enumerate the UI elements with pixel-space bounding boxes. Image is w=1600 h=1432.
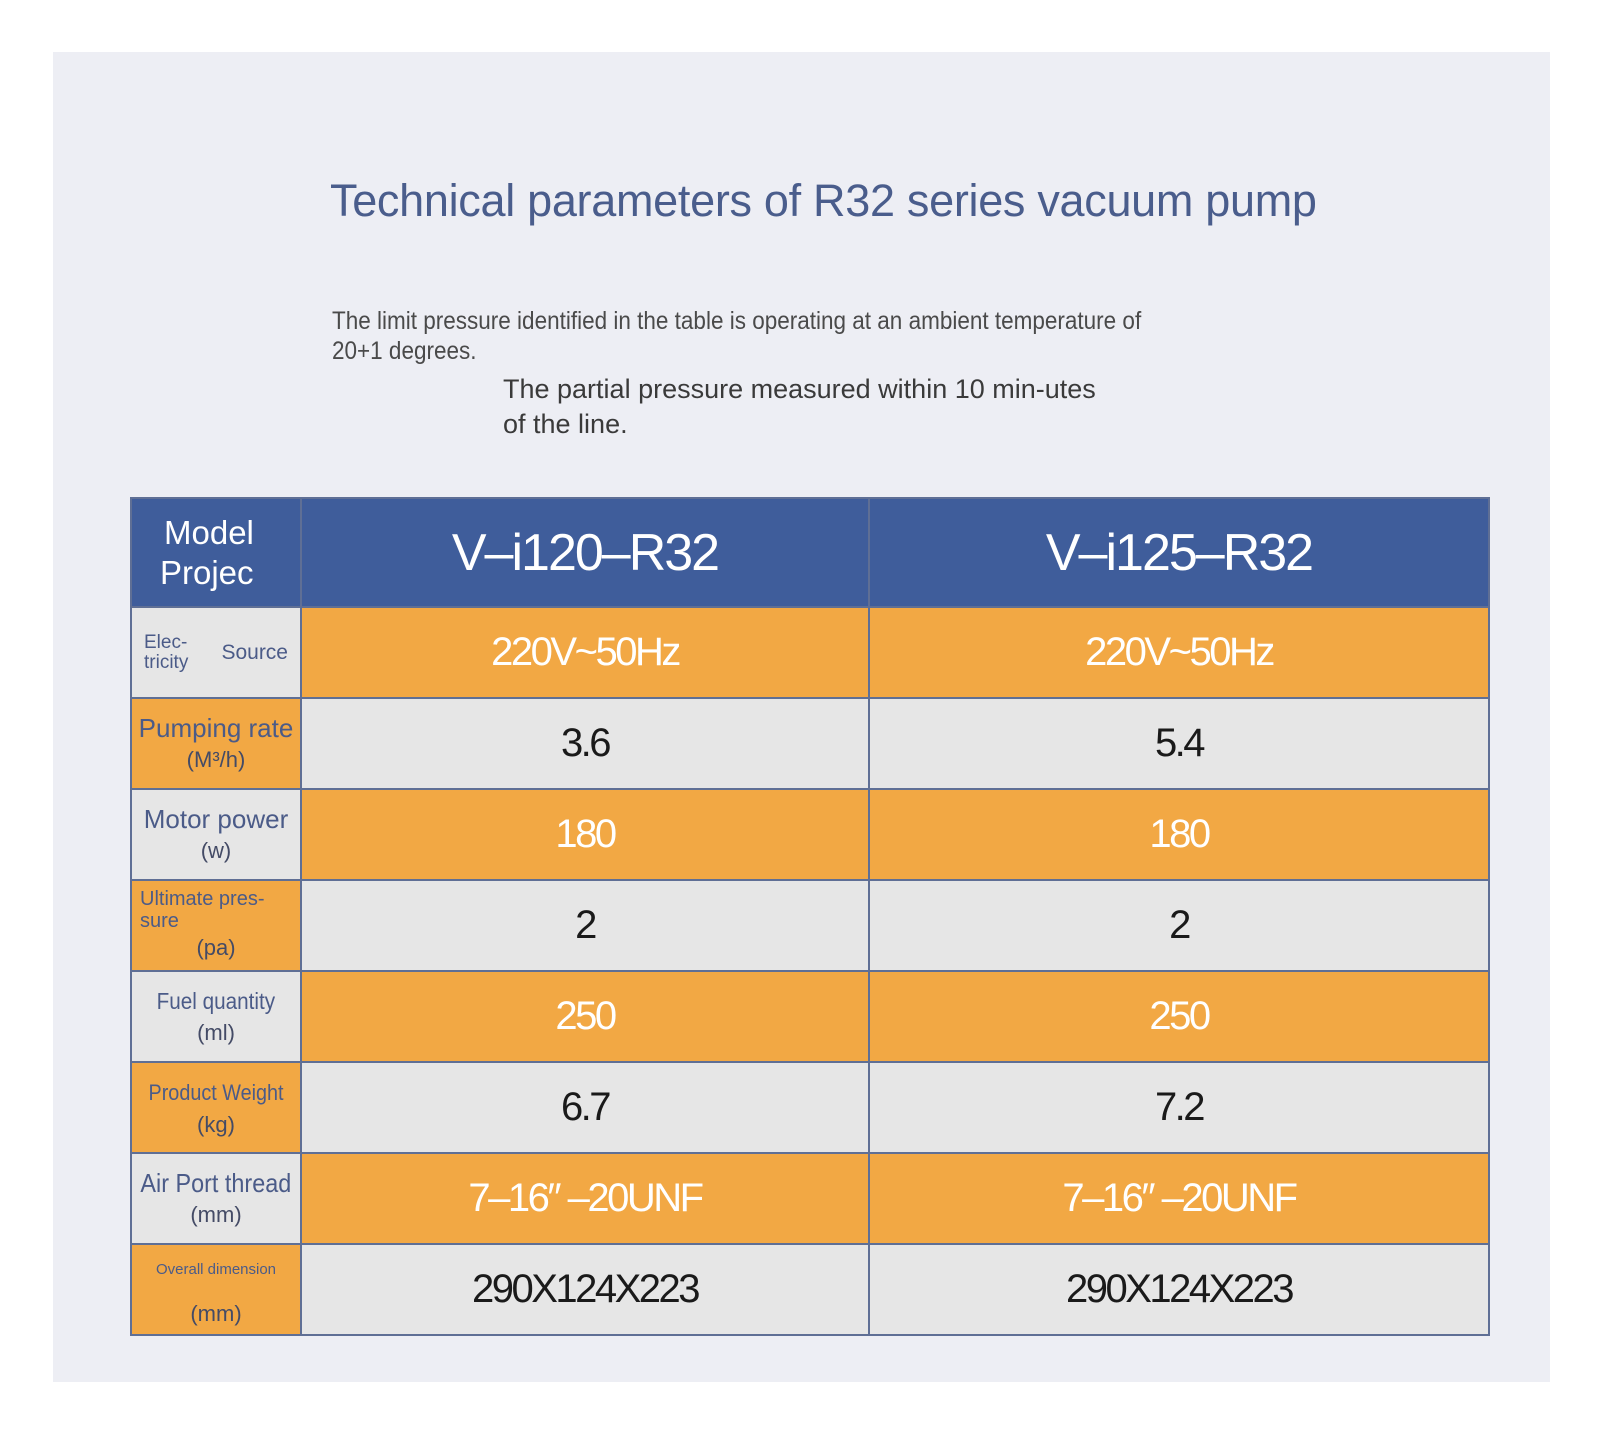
row-label-electricity: Elec-tricity Source [130, 606, 302, 699]
label-unit: (mm) [190, 1301, 242, 1326]
value-cell: 3.6 [300, 697, 870, 790]
page-title: Technical parameters of R32 series vacuu… [330, 175, 1317, 226]
label-unit: (kg) [197, 1111, 235, 1137]
value-cell: 220V~50Hz [300, 606, 870, 699]
value-cell: 290X124X223 [300, 1243, 870, 1336]
label-unit: (M³/h) [186, 746, 246, 772]
table-row-product-weight: Product Weight (kg) 6.7 7.2 [130, 1061, 1490, 1154]
label-unit: (ml) [197, 1020, 235, 1045]
row-label-motor-power: Motor power (w) [130, 788, 302, 881]
partial-pressure-note: The partial pressure measured within 10 … [503, 374, 1096, 439]
label-text: Product Weight [148, 1079, 284, 1105]
header-label-project: Projec [160, 553, 254, 591]
label-text: Overall dimension [155, 1261, 277, 1278]
row-label-overall-dimension: Overall dimension (mm) [130, 1243, 302, 1336]
model-project-header: Model Projec [130, 497, 302, 608]
table-row-overall-dimension: Overall dimension (mm) 290X124X223 290X1… [130, 1243, 1490, 1336]
value-cell: 2 [868, 879, 1490, 972]
value-cell: 7–16″ –20UNF [300, 1152, 870, 1245]
model-header-2: V–i125–R32 [868, 497, 1490, 608]
value-cell: 2 [300, 879, 870, 972]
spec-table: Model Projec V–i120–R32 V–i125–R32 Elec-… [130, 497, 1490, 1336]
label-text: Air Port thread [140, 1167, 292, 1198]
model-header-1: V–i120–R32 [300, 497, 870, 608]
header-label-model: Model [164, 513, 254, 551]
limit-pressure-note: The limit pressure identified in the tab… [332, 307, 1142, 365]
value-cell: 6.7 [300, 1061, 870, 1154]
label-unit: (pa) [196, 934, 236, 960]
value-cell: 220V~50Hz [868, 606, 1490, 699]
row-label-ultimate-pressure: Ultimate pres-sure (pa) [130, 879, 302, 972]
table-row-air-port-thread: Air Port thread (mm) 7–16″ –20UNF 7–16″ … [130, 1152, 1490, 1245]
value-cell: 180 [868, 788, 1490, 881]
value-cell: 250 [300, 970, 870, 1063]
label-text: Motor power [143, 803, 289, 834]
header-row: Model Projec V–i120–R32 V–i125–R32 [130, 497, 1490, 608]
table-row-motor-power: Motor power (w) 180 180 [130, 788, 1490, 881]
value-cell: 7–16″ –20UNF [868, 1152, 1490, 1245]
label-text: Fuel quantity [156, 988, 276, 1014]
label-text: Pumping rate [138, 712, 294, 743]
table-row-electricity: Elec-tricity Source 220V~50Hz 220V~50Hz [130, 606, 1490, 699]
label-text: Ultimate pres-sure [140, 887, 265, 932]
label-unit: (mm) [190, 1201, 242, 1227]
value-cell: 250 [868, 970, 1490, 1063]
label-electricity: Elec-tricity [144, 631, 189, 673]
row-label-fuel-quantity: Fuel quantity (ml) [130, 970, 302, 1063]
table-row-pumping-rate: Pumping rate (M³/h) 3.6 5.4 [130, 697, 1490, 790]
label-source: Source [221, 640, 288, 664]
value-cell: 180 [300, 788, 870, 881]
row-label-air-port-thread: Air Port thread (mm) [130, 1152, 302, 1245]
table-row-fuel-quantity: Fuel quantity (ml) 250 250 [130, 970, 1490, 1063]
value-cell: 7.2 [868, 1061, 1490, 1154]
value-cell: 5.4 [868, 697, 1490, 790]
row-label-product-weight: Product Weight (kg) [130, 1061, 302, 1154]
table-row-ultimate-pressure: Ultimate pres-sure (pa) 2 2 [130, 879, 1490, 972]
label-unit: (w) [200, 837, 232, 863]
row-label-pumping-rate: Pumping rate (M³/h) [130, 697, 302, 790]
value-cell: 290X124X223 [868, 1243, 1490, 1336]
